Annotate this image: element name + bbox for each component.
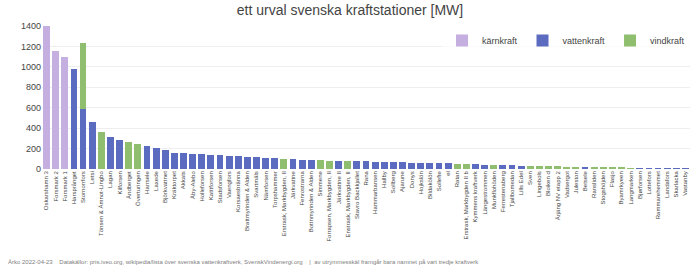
svg-text:Ransliden: Ransliden xyxy=(591,171,597,198)
svg-text:Bottnmyrinden & Alden: Bottnmyrinden & Alden xyxy=(308,171,314,232)
svg-text:Hojkslön: Hojkslön xyxy=(418,171,424,194)
svg-text:Brattmyrinden & Alden: Brattmyrinden & Alden xyxy=(244,171,250,231)
svg-text:Torpshammer: Torpshammer xyxy=(272,171,278,208)
svg-text:Stavro Backkjallet: Stavro Backkjallet xyxy=(354,171,360,219)
svg-text:Stogshöjden: Stogshöjden xyxy=(600,171,606,204)
svg-text:0: 0 xyxy=(36,164,41,174)
svg-text:Björkvattnet: Björkvattnet xyxy=(162,171,168,203)
svg-text:Hallby: Hallby xyxy=(381,171,387,188)
svg-text:Landafors: Landafors xyxy=(664,171,670,198)
svg-text:Skarlacka: Skarlacka xyxy=(673,171,679,198)
svg-text:400: 400 xyxy=(26,123,41,133)
svg-text:Ändberget: Ändberget xyxy=(126,171,132,199)
svg-text:Sollberg: Sollberg xyxy=(390,171,396,193)
svg-text:Tjallbomedan: Tjallbomedan xyxy=(509,171,515,207)
svg-text:ett urval svenska kraftstation: ett urval svenska kraftstationer [MW] xyxy=(237,2,463,18)
svg-text:Ärjäng NV etapp 2: Ärjäng NV etapp 2 xyxy=(555,171,561,221)
svg-text:Langmarken: Langmarken xyxy=(628,171,634,204)
svg-text:Lagan: Lagan xyxy=(107,171,113,188)
svg-text:Vaengfors: Vaengfors xyxy=(226,171,232,198)
svg-text:Kilforsen: Kilforsen xyxy=(117,171,123,194)
svg-text:600: 600 xyxy=(26,103,41,113)
svg-text:Svartmäls: Svartmäls xyxy=(253,171,259,198)
svg-text:800: 800 xyxy=(26,82,41,92)
svg-text:Lills Edel: Lills Edel xyxy=(518,171,524,195)
svg-text:Vadsergot: Vadsergot xyxy=(564,171,570,198)
svg-text:Lottefors: Lottefors xyxy=(646,171,652,194)
svg-text:Ratan: Ratan xyxy=(454,171,460,187)
svg-text:Oskarshamn 3: Oskarshamn 3 xyxy=(44,171,50,211)
svg-text:Vastanby: Vastanby xyxy=(682,171,688,196)
svg-text:Kymmens kraftverk: Kymmens kraftverk xyxy=(472,170,478,222)
svg-text:Munkflohöden: Munkflohöden xyxy=(491,171,497,209)
svg-text:Betsele: Betsele xyxy=(582,171,588,192)
svg-text:Forsmark 2: Forsmark 2 xyxy=(53,171,59,202)
svg-text:Enstrask, Markbygden, II: Enstrask, Markbygden, II xyxy=(345,171,351,238)
svg-text:vindkraft: vindkraft xyxy=(650,36,685,46)
svg-text:Korsaesbränna: Korsaesbränna xyxy=(235,171,241,212)
svg-text:Harsprånget: Harsprånget xyxy=(71,171,77,204)
svg-text:Akkats: Akkats xyxy=(180,171,186,189)
svg-text:Tönsen & Ämnot-Lingbo: Tönsen & Ämnot-Lingbo xyxy=(98,171,104,236)
svg-text:Simmene: Simmene xyxy=(317,171,323,197)
svg-text:Holleforsen: Holleforsen xyxy=(199,171,205,201)
svg-text:Laxede: Laxede xyxy=(153,171,159,191)
svg-text:vattenkraft: vattenkraft xyxy=(563,36,606,46)
svg-text:1200: 1200 xyxy=(21,42,41,52)
svg-text:Ferrestenaberg: Ferrestenaberg xyxy=(500,171,506,212)
svg-text:Flasjo: Flasjo xyxy=(609,171,615,188)
svg-text:Harrsele: Harrsele xyxy=(144,171,150,194)
svg-text:Kräktorpet: Kräktorpet xyxy=(171,171,177,199)
svg-text:Forrapsen, Markbygden, II: Forrapsen, Markbygden, II xyxy=(326,171,332,242)
svg-text:Överturingen: Överturingen xyxy=(135,171,141,206)
svg-text:Hammarbansen: Hammarbansen xyxy=(372,171,378,214)
svg-text:Bjørforsen: Bjørforsen xyxy=(637,171,643,199)
svg-text:Järkvattne: Järkvattne xyxy=(290,171,296,199)
svg-text:Byamrkyeen: Byamrkyeen xyxy=(619,171,625,204)
svg-text:Forsmark 1: Forsmark 1 xyxy=(62,171,68,202)
svg-text:Stornorrfors: Stornorrfors xyxy=(80,171,86,203)
svg-text:1000: 1000 xyxy=(21,62,41,72)
svg-text:Fenrostrarna: Fenrostrarna xyxy=(299,171,305,206)
svg-text:Längestrommen: Längestrommen xyxy=(482,171,488,214)
svg-text:Rana: Rana xyxy=(363,171,369,186)
svg-text:Letsi: Letsi xyxy=(89,171,95,184)
svg-text:Katttforsen: Katttforsen xyxy=(208,171,214,200)
svg-text:Lingebols: Lingebols xyxy=(536,171,542,197)
svg-text:Rammarehemmet: Rammarehemmet xyxy=(655,171,661,219)
svg-text:1400: 1400 xyxy=(21,21,41,31)
svg-text:Sollefte: Sollefte xyxy=(436,171,442,192)
svg-text:Erstrask, Markbygden II b: Erstrask, Markbygden II b xyxy=(463,171,469,240)
svg-text:el: el xyxy=(445,171,451,176)
svg-text:Erstrask, Markbygden, II: Erstrask, Markbygden, II xyxy=(281,171,287,236)
svg-text:Bloiken d: Bloiken d xyxy=(545,171,551,196)
svg-text:Donys: Donys xyxy=(409,171,415,188)
svg-text:Järkvattne II: Järkvattne II xyxy=(336,171,342,204)
svg-text:Ärko 2022-04-23 Datakällor:: Ärko 2022-04-23 Datakällor: pris.iveo.or… xyxy=(8,259,479,265)
svg-text:kärnkraft: kärnkraft xyxy=(482,36,518,46)
svg-text:Nämforsen: Nämforsen xyxy=(263,171,269,200)
svg-text:Stadsforsen: Stadsforsen xyxy=(217,171,223,203)
svg-text:Åby-Alebo: Åby-Alebo xyxy=(190,171,196,199)
svg-text:Bildakölön: Bildakölön xyxy=(427,171,433,199)
svg-text:200: 200 xyxy=(26,144,41,154)
svg-text:Juleston: Juleston xyxy=(573,171,579,193)
svg-text:Sven: Sven xyxy=(527,171,533,185)
svg-text:Ajarune: Ajarune xyxy=(399,171,405,192)
